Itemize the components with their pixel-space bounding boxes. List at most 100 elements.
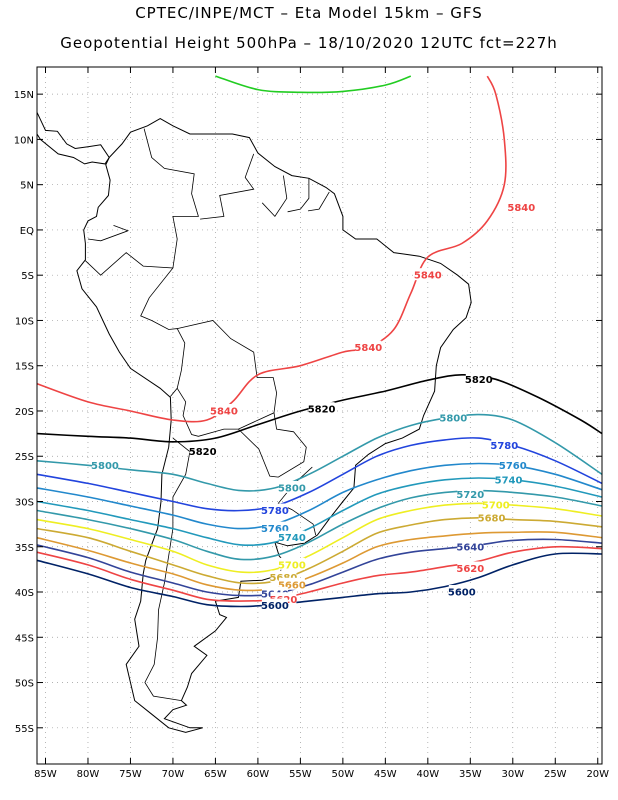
contour-label-5780: 5780 [490,441,518,452]
axes: 15N 10N 5N EQ 5S 10S 15S 20S 25S 30S 35S 40S 45S 50S 5… [14,67,609,780]
contour-label-bg [278,480,305,493]
lon-tick-label: 65W [204,769,227,780]
lat-tick-label: 45S [15,633,34,644]
lon-tick-label: 45W [374,769,397,780]
south-america-coastline [76,118,472,733]
lat-tick-label: 40S [15,588,34,599]
lon-tick-label: 25W [544,769,567,780]
country-border [200,153,255,220]
contour-5660 [36,531,603,592]
contour-label-bg [478,510,505,523]
lat-tick-label: 20S [15,407,34,418]
gridlines [37,67,602,764]
contour-label-bg [491,438,518,451]
contour-label-5800: 5800 [439,414,467,425]
contour-label-5800: 5800 [278,483,306,494]
contour-label-5820: 5820 [189,447,217,458]
contour-label-5660: 5660 [278,580,306,591]
contour-label-5740: 5740 [278,533,306,544]
lon-tick-label: 50W [332,769,355,780]
contour-5800 [36,413,603,492]
contour-label-5640: 5640 [456,542,484,553]
contour-label-5680: 5680 [478,513,506,524]
country-border [87,225,130,242]
map-frame [36,66,603,765]
lat-tick-label: 10S [15,316,34,327]
contour-label-5700: 5700 [482,501,510,512]
contour-5620 [36,545,603,602]
lon-tick-label: 20W [586,769,609,780]
contour-labels: 5840 5840 5840 5840 5820 5820 5820 5800 5800 5800… [91,200,535,612]
lon-tick-label: 75W [119,769,142,780]
contour-label-5620: 5620 [456,564,484,575]
contour-label-5840: 5840 [354,343,382,354]
lon-tick-label: 70W [162,769,185,780]
contour-label-bg [278,557,305,570]
country-border [261,175,288,218]
contour-5600 [36,552,603,608]
contour-5720 [36,489,603,561]
contour-label-bg [457,487,484,500]
contour-label-5760: 5760 [499,461,527,472]
chart-title-line-2: Geopotential Height 500hPa – 18/10/2020 … [60,34,558,52]
lon-tick-label: 35W [459,769,482,780]
country-border [144,437,191,701]
country-border [307,191,330,212]
contour-label-5820: 5820 [308,405,336,416]
contour-label-bg [210,403,237,416]
central-america-coastline [36,112,110,165]
contour-label-bg [457,539,484,552]
contour-label-5720: 5720 [456,490,484,501]
lon-tick-label: 55W [289,769,312,780]
lat-tick-label: 30S [15,497,34,508]
contour-5880 [215,75,412,94]
contour-label-bg [355,340,382,353]
contour-5820 [36,373,603,443]
contour-label-5600: 5600 [448,588,476,599]
lat-tick-label: 5S [21,271,34,282]
lat-tick-label: 15S [15,362,34,373]
lon-tick-label: 80W [77,769,100,780]
lat-tick-label: 25S [15,452,34,463]
contour-label-bg [440,411,467,424]
contour-label-5760: 5760 [261,524,289,535]
contour-label-5840: 5840 [210,406,238,417]
country-border [238,412,307,478]
contour-label-5740: 5740 [495,475,523,486]
country-border [143,128,199,269]
lat-tick-label: 15N [14,90,34,101]
contour-label-bg [261,503,288,516]
contour-label-5840: 5840 [507,203,535,214]
contour-label-bg [189,444,216,457]
contour-5740 [36,477,603,546]
country-border [176,320,278,437]
contour-label-bg [91,458,118,471]
lat-tick-label: 10N [14,135,34,146]
lon-tick-label: 60W [247,769,270,780]
contour-5760 [36,462,603,530]
contour-label-5800: 5800 [91,461,119,472]
country-border [85,252,186,397]
contour-label-5820: 5820 [465,375,493,386]
lat-tick-label: 5N [20,181,34,192]
contour-label-bg [414,268,441,281]
lon-tick-label: 30W [501,769,524,780]
contour-lines [36,75,603,608]
contour-label-bg [308,402,335,415]
contour-label-5600: 5600 [261,601,289,612]
lat-tick-label: EQ [20,226,34,237]
contour-label-5840: 5840 [414,271,442,282]
contour-5700 [36,502,603,574]
contour-label-bg [261,521,288,534]
lat-tick-label: 50S [15,679,34,690]
lat-tick-label: 55S [15,724,34,735]
contour-label-bg [457,561,484,574]
lon-tick-label: 40W [417,769,440,780]
contour-label-bg [448,585,475,598]
contour-label-bg [278,530,305,543]
contour-label-bg [495,472,522,485]
contour-label-bg [508,200,535,213]
contour-label-bg [482,498,509,511]
country-border [287,178,310,213]
